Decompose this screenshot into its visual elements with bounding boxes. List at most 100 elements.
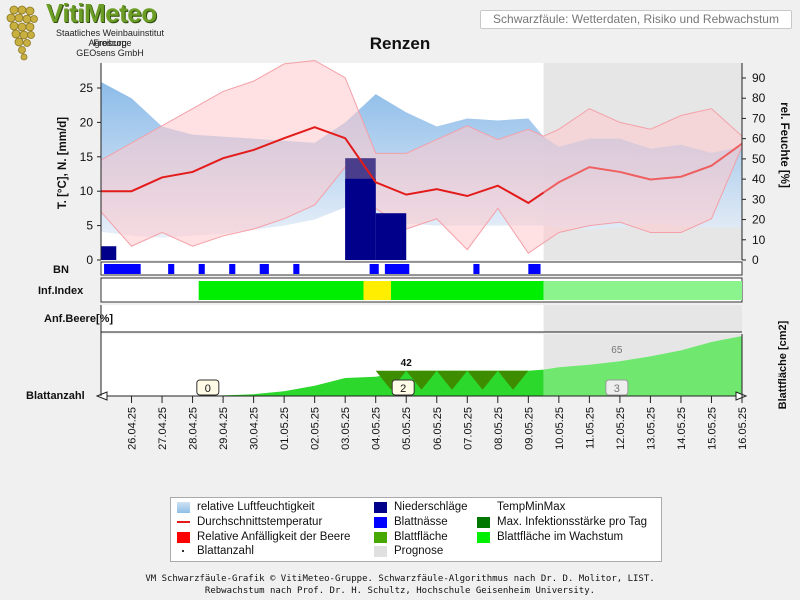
leaf-count-value-1: 2 [400, 383, 406, 395]
axis-arrow-left-icon [95, 391, 108, 401]
leaf-wetness-6 [369, 264, 379, 274]
leaf-wetness-8 [473, 264, 480, 274]
infection-triangle-2 [436, 370, 468, 390]
leaf-count-badge-2 [605, 379, 629, 396]
leaf-area-value-0: 42 [401, 358, 413, 369]
inf-index-segment-0 [198, 281, 364, 300]
legend-swatch-berry-susceptibility [177, 532, 190, 543]
avg-temp-line [101, 126, 545, 205]
date-label-9: 05.05.25 [401, 407, 413, 450]
chart-title: Renzen [369, 34, 431, 53]
chart-subtitle: Schwarzfäule: Wetterdaten, Risiko und Re… [480, 10, 792, 29]
footer-line-2: Rebwachstum nach Prof. Dr. H. Schultz, H… [204, 586, 596, 596]
right-tick-40: 40 [752, 172, 766, 186]
right-tick-20: 20 [752, 213, 766, 227]
legend-swatch-leaf-area [374, 532, 387, 543]
inf-index-segment-1 [363, 281, 391, 300]
footer: VM Schwarzfäule-Grafik © VitiMeteo-Grupp… [0, 573, 800, 597]
avg-temp-line-forecast [543, 142, 743, 194]
left-tick-5: 5 [86, 219, 93, 233]
leaf-area-fill-forecast [543, 336, 742, 396]
date-label-16: 12.05.25 [615, 407, 627, 450]
inf-index-segment-3 [543, 281, 742, 300]
left-tick-25: 25 [80, 81, 94, 95]
date-label-0: 26.04.25 [127, 407, 139, 450]
date-label-19: 15.05.25 [706, 407, 718, 450]
left-axis-label: T. [°C], N. [mm/d] [57, 117, 69, 209]
date-label-18: 14.05.25 [676, 407, 688, 450]
logo-title: VitiMeteo [46, 0, 157, 28]
infection-triangle-0 [375, 370, 407, 390]
date-label-12: 08.05.25 [493, 407, 505, 450]
date-label-4: 30.04.25 [249, 407, 261, 450]
legend-swatch-precipitation [374, 502, 387, 513]
right-axis-label: rel. Feuchte [%] [778, 102, 790, 188]
date-label-10: 06.05.25 [432, 407, 444, 450]
left-tick-20: 20 [80, 115, 94, 129]
date-label-8: 04.05.25 [371, 407, 383, 450]
right-tick-70: 70 [752, 111, 766, 125]
leaf-area-value-1: 65 [611, 345, 623, 356]
precip-bar-0 [101, 246, 117, 260]
axis-arrow-right-icon [735, 391, 748, 401]
legend-label-tempminmax: TempMinMax [497, 501, 566, 513]
legend-swatch-max-infection [477, 517, 490, 528]
legend-label-avg-temp: Durchschnittstemperatur [197, 516, 323, 528]
leaf-wetness-3 [229, 264, 236, 274]
right-tick-60: 60 [752, 132, 766, 146]
legend-label-forecast: Prognose [394, 545, 444, 557]
inf-index-segment-2 [390, 281, 544, 300]
left-tick-15: 15 [80, 150, 94, 164]
date-label-3: 29.04.25 [218, 407, 230, 450]
grape-icon [6, 5, 38, 61]
right-tick-80: 80 [752, 91, 766, 105]
right-tick-10: 10 [752, 233, 766, 247]
right-tick-0: 0 [752, 253, 759, 267]
precip-bar-2 [375, 213, 407, 260]
legend-label-leaf-area: Blattfläche [394, 531, 448, 543]
date-label-15: 11.05.25 [584, 407, 596, 449]
leaf-count-value-2: 3 [614, 383, 620, 395]
right-tick-50: 50 [752, 152, 766, 166]
leaf-wetness-0 [104, 264, 141, 274]
legend-swatch-leaf-wetness [374, 517, 387, 528]
leaf-count-value-0: 0 [205, 383, 211, 395]
date-label-6: 02.05.25 [310, 407, 322, 450]
row-label-bn: BN [53, 264, 69, 276]
date-label-1: 27.04.25 [157, 407, 169, 450]
leaf-count-badge-1 [391, 379, 415, 396]
leaf-wetness-7 [384, 264, 410, 274]
row-label-anf-beere: Anf.Beere[%] [44, 313, 113, 325]
row-label-inf-index: Inf.Index [38, 285, 84, 297]
legend-label-leaf-count: Blattanzahl [197, 545, 254, 557]
leaf-wetness-5 [293, 264, 300, 274]
right-tick-90: 90 [752, 71, 766, 85]
legend-swatch-leaf-count [182, 550, 184, 552]
legend-swatch-humidity [177, 502, 190, 513]
leaf-wetness-9 [528, 264, 541, 274]
logo-line-2: Agroscope [88, 38, 132, 48]
legend-swatch-forecast [374, 546, 387, 557]
date-label-14: 10.05.25 [554, 407, 566, 450]
legend-swatch-leaf-area-growing [477, 532, 490, 543]
leaf-count-badge-0 [196, 379, 220, 396]
leaf-wetness-2 [198, 264, 205, 274]
left-tick-10: 10 [80, 184, 94, 198]
infection-triangle-4 [497, 370, 529, 390]
row-label-blattanzahl: Blattanzahl [26, 390, 85, 402]
leaf-wetness-1 [168, 264, 175, 274]
infection-triangle-3 [467, 370, 498, 390]
logo-line-1: Staatliches Weinbauinstitut Freiburg [56, 28, 164, 48]
date-label-20: 16.05.25 [737, 407, 749, 450]
bn-row [100, 261, 743, 276]
logo-line-3: GEOsens GmbH [76, 48, 144, 58]
date-label-17: 13.05.25 [645, 407, 657, 450]
date-label-11: 07.05.25 [462, 407, 474, 450]
infection-triangle-1 [406, 370, 437, 390]
legend-swatch-avg-temp [177, 521, 190, 523]
leaf-area-axis-label: Blattfläche [cm2] [777, 320, 789, 409]
precip-bar-1 [345, 178, 376, 260]
forecast-band-anf [543, 305, 742, 332]
date-label-7: 03.05.25 [340, 407, 352, 450]
legend-label-precipitation: Niederschläge [394, 501, 468, 513]
